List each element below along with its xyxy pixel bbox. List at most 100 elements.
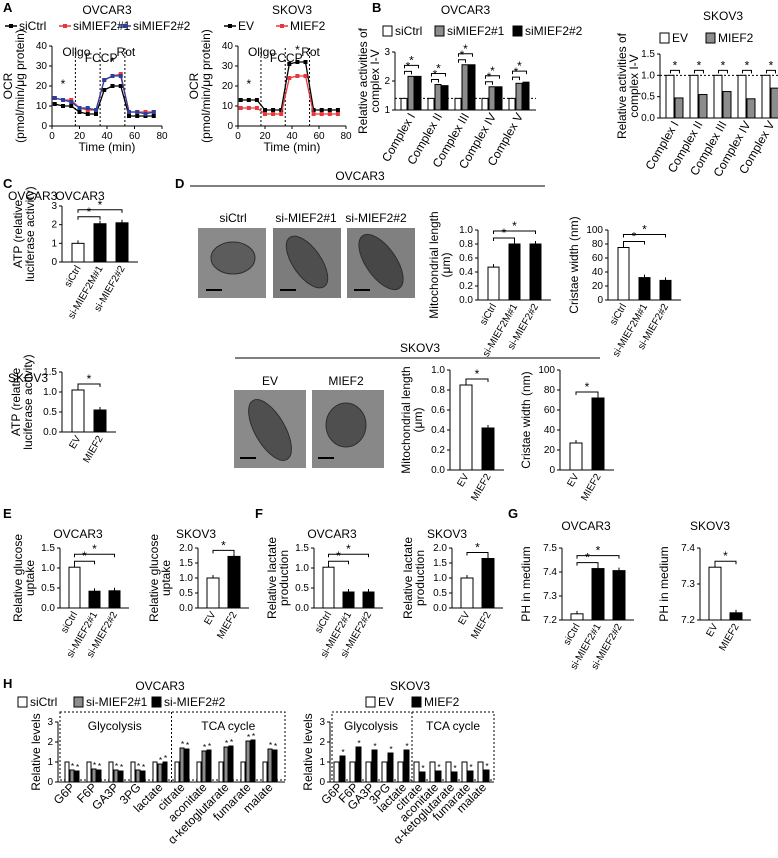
e-ovcar3-glucose-y-tick-label: 0.5: [41, 583, 55, 594]
e-skov3-glucose-x-tick-label: MIEF2: [215, 610, 239, 641]
d-skov3-length-y-tick-label: 0.4: [431, 425, 445, 436]
e-skov3-glucose-bar: [206, 577, 220, 609]
a-ovcar3-ocr-x-tick-label: 60: [129, 131, 141, 142]
h-ovcar3-metabolites: OVCAR3 0 1 2 3 Relative levels Glycolysis TCA c…: [17, 679, 286, 847]
e-skov3-glucose-y-tick-label: 1.5: [179, 558, 193, 569]
a-ovcar3-ocr-x-tick-label: 40: [101, 131, 113, 142]
h-ovcar3-metabolites-legend-swatch: [151, 696, 162, 708]
a-skov3-ocr-y-label: (pmol/min/μg protein): [199, 29, 213, 143]
h-skov3-metabolites-legend-label: MIEF2: [424, 695, 460, 709]
h-skov3-metabolites-group-label: TCA cycle: [426, 719, 480, 733]
g-skov3-ph-bar: [729, 612, 743, 621]
b-skov3-complex-title: SKOV3: [703, 9, 743, 23]
b-ovcar3-complex-sig-star: *: [409, 53, 414, 67]
em-image-ev: [234, 390, 306, 468]
h-skov3-metabolites-legend-label: EV: [378, 695, 394, 709]
d-skov3-cristae-bar: [569, 442, 583, 471]
d-skov3-length-bar: [481, 427, 495, 471]
c-skov3-atp-y-tick-label: 0.5: [43, 407, 57, 418]
h-skov3-metabolites-bar: [339, 755, 346, 783]
b-skov3-complex-y-label: Relative activities of: [615, 32, 629, 139]
b-skov3-complex-legend-label: EV: [672, 31, 688, 45]
e-ovcar3-glucose-sig-bracket: [74, 560, 95, 565]
b-skov3-complex-bar: [674, 97, 684, 119]
f-skov3-lactate-bar: [460, 577, 474, 609]
b-ovcar3-complex-bar: [508, 97, 516, 111]
b-skov3-complex-bar: [746, 98, 756, 119]
g-ovcar3-ph-y-tick-label: 7.3: [543, 591, 557, 602]
a-ovcar3-ocr-series-point: [151, 110, 156, 114]
b-skov3-complex-bar: [737, 74, 747, 119]
e-ovcar3-title: OVCAR3: [53, 527, 103, 541]
a-skov3-ocr-series-point: [287, 76, 292, 80]
h-ovcar3-metabolites-sig-star: *: [71, 761, 75, 771]
d-ovcar3-length-y-tick-label: 1.0: [459, 225, 473, 236]
g-skov3-ph-sig-bracket: [714, 560, 737, 565]
b-ovcar3-complex-y-label: Relative activities of: [356, 27, 370, 134]
d-skov3-length-y-tick-label: 0.6: [431, 405, 445, 416]
a-skov3-ocr-title: SKOV3: [272, 3, 312, 17]
h-ovcar3-metabolites-sig-star: *: [164, 753, 168, 763]
panel-letter-g: G: [508, 506, 518, 521]
a-skov3-ocr-series-point: [319, 112, 324, 116]
g-skov3-ph-y-tick-label: 7.4: [681, 543, 695, 554]
a-skov3-ocr-series-point: [238, 106, 243, 110]
b-ovcar3-complex-sig-bracket: [512, 76, 520, 81]
h-skov3-metabolites-bar: [349, 761, 356, 783]
f-ovcar3-lactate-y-tick-label: 1.0: [295, 563, 309, 574]
d-ovcar3-cristae-bar: [617, 247, 630, 301]
h-skov3-metabolites-sig-star: *: [373, 741, 377, 751]
h-ovcar3-metabolites-legend-label: siCtrl: [30, 695, 57, 709]
e-skov3-glucose-sig-star: *: [221, 538, 226, 552]
b-ovcar3-complex-sig-bracket: [431, 78, 439, 83]
g-skov3-ph-y-tick-label: 7.2: [681, 615, 695, 626]
h-ovcar3-metabolites-sig-star: *: [98, 761, 102, 771]
c-skov3-atp-y-label: ATP (relative: [9, 368, 23, 437]
a-skov3-ocr-x-tick-label: 80: [340, 131, 352, 142]
a-skov3-ocr-series-point: [271, 108, 276, 112]
a-skov3-ocr-legend-marker: [280, 24, 284, 28]
a-skov3-ocr-series-point: [303, 60, 308, 64]
e-skov3-glucose-y-tick-label: 0.5: [179, 588, 193, 599]
h-skov3-metabolites-bar: [397, 761, 404, 783]
b-skov3-complex-sig-star: *: [673, 58, 678, 72]
a-skov3-ocr-injection-label: FCCP: [270, 51, 303, 65]
g-skov3-ph-x-tick-label: EV: [704, 622, 720, 639]
d-skov3-cristae-y-tick-label: 20: [544, 445, 556, 456]
c-ovcar3-atp-y-tick-label: 1: [51, 238, 57, 249]
h-ovcar3-metabolites-bar: [201, 750, 207, 783]
c-skov3-atp-x-tick-label: MIEF2: [81, 434, 105, 465]
h-ovcar3-metabolites-y-tick-label: 3: [47, 717, 53, 728]
h-ovcar3-metabolites-bar: [64, 761, 70, 783]
h-skov3-metabolites-bar: [483, 769, 490, 783]
a-ovcar3-ocr-series-point: [118, 84, 123, 88]
b-skov3-complex-sig-bracket: [670, 69, 680, 74]
a-skov3-ocr-sig-star: *: [246, 77, 251, 91]
c-ovcar3-atp-sig-star: *: [98, 198, 103, 212]
h-ovcar3-metabolites-sig-star: *: [115, 761, 119, 771]
h-ovcar3-metabolites-sig-star: *: [142, 762, 146, 772]
h-ovcar3-metabolites-bar: [69, 769, 75, 783]
h-ovcar3-metabolites-bar: [74, 770, 80, 783]
c-skov3-atp-y-tick-label: 1.5: [43, 367, 57, 378]
h-ovcar3-metabolites-bar: [218, 761, 224, 783]
d-skov3-cristae-y-tick-label: 40: [544, 425, 556, 436]
h-skov3-metabolites: SKOV3 0 1 2 3 Relative levels Glycolysis TCA cy…: [301, 679, 495, 847]
panel-letter-h: H: [3, 676, 12, 691]
b-ovcar3-complex-bar: [434, 83, 442, 111]
b-ovcar3-complex-sig-star: *: [517, 59, 522, 73]
c-ovcar3-atp-sig-bracket: [77, 216, 101, 220]
a-ovcar3-ocr-y-tick-label: 20: [36, 81, 48, 92]
h-ovcar3-metabolites-bar: [184, 748, 190, 783]
b-ovcar3-complex-sig-bracket: [485, 75, 500, 79]
h-ovcar3-metabolites-bar: [157, 763, 163, 783]
c-skov3-atp-y-tick-label: 0.0: [43, 427, 57, 438]
d-ovcar3-length-sig-bracket: [493, 230, 536, 234]
h-skov3-metabolites-sig-star: *: [453, 763, 457, 773]
h-skov3-metabolites-bar: [477, 761, 484, 783]
b-ovcar3-complex-legend-label: siCtrl: [395, 24, 422, 38]
